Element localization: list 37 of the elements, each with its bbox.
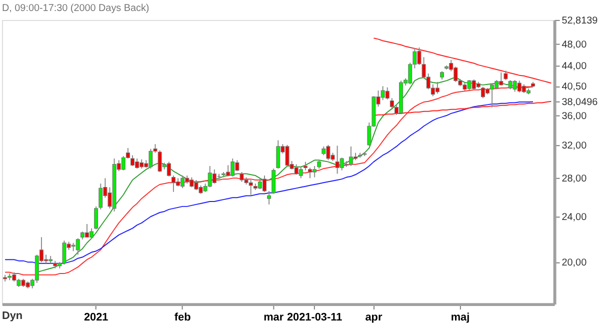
candlestick <box>212 168 216 184</box>
candlestick <box>504 70 508 81</box>
candlestick <box>390 98 394 109</box>
candlestick <box>248 179 253 196</box>
y-tick-label: 48,00 <box>562 39 588 50</box>
candlestick <box>166 161 171 177</box>
candlestick <box>262 175 266 192</box>
line-series <box>373 100 552 116</box>
chart-title: D, 09:00-17:30 (2000 Days Back) <box>2 3 150 14</box>
text: Dyn <box>2 310 23 322</box>
candlestick <box>385 86 390 100</box>
x-tick-label: 2021-03-11 <box>286 311 342 324</box>
candlestick <box>98 183 103 210</box>
candlestick <box>272 168 276 194</box>
y-tick-label: 24,00 <box>562 212 588 224</box>
candlestick <box>76 238 80 256</box>
y-tick-label: 44,00 <box>562 60 588 72</box>
y-tick-label: 38,0496 <box>562 97 598 108</box>
y-tick-label: 36,00 <box>562 111 588 122</box>
candlestick <box>308 167 312 179</box>
y-tick-label: 40,50 <box>562 82 588 93</box>
y-tick-label: 20,00 <box>562 258 588 269</box>
x-tick-label: mar <box>264 311 284 324</box>
candlestick <box>435 81 440 94</box>
x-tick-label: feb <box>174 311 192 324</box>
y-tick-label: 28,00 <box>562 174 588 185</box>
x-tick-label: apr <box>365 311 383 324</box>
candlestick <box>94 206 98 230</box>
candlestick <box>267 190 272 205</box>
line-series <box>373 38 552 84</box>
candlestick <box>298 166 303 179</box>
x-tick-label: 2021 <box>84 311 108 324</box>
x-tick-label: maj <box>450 311 470 324</box>
candlestick <box>130 154 135 167</box>
candlestick <box>276 140 280 170</box>
y-tick-label: 52,8139 <box>562 15 598 26</box>
y-tick-label: 32,00 <box>562 140 588 152</box>
